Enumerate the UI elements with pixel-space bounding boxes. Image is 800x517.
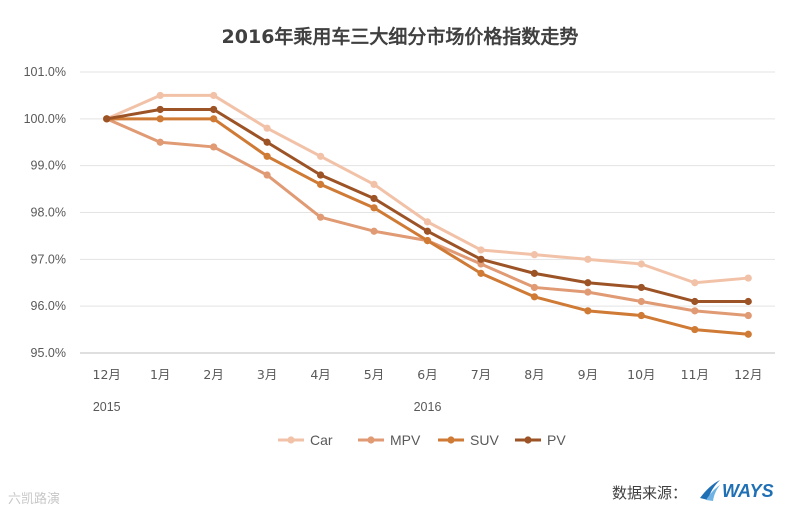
y-tick-label: 99.0%	[31, 159, 66, 173]
series-line-mpv	[105, 117, 750, 318]
legend-label: SUV	[470, 432, 499, 448]
chart-title: 2016年乘用车三大细分市场价格指数走势	[222, 25, 579, 48]
legend-marker	[524, 436, 532, 444]
data-point	[423, 218, 432, 226]
legend-item-pv: PV	[515, 432, 566, 448]
legend-label: MPV	[390, 432, 421, 448]
data-point	[316, 213, 325, 221]
data-point	[584, 307, 592, 315]
legend-label: Car	[310, 432, 333, 448]
y-tick-label: 96.0%	[31, 299, 66, 313]
data-point	[637, 311, 645, 320]
data-point	[316, 171, 325, 179]
data-point	[584, 288, 592, 296]
data-point	[530, 293, 539, 301]
legend-item-suv: SUV	[438, 432, 499, 448]
series-suv	[103, 115, 752, 338]
series-pv	[103, 105, 752, 306]
series-line-car	[105, 93, 750, 285]
legend-label: PV	[547, 432, 566, 448]
data-point	[156, 138, 164, 146]
data-point	[103, 115, 111, 123]
data-point	[691, 297, 699, 306]
y-tick-label: 100.0%	[24, 112, 66, 126]
data-point	[744, 330, 752, 338]
x-tick-label: 12月	[734, 367, 762, 382]
data-point	[263, 152, 271, 160]
data-point	[156, 91, 164, 100]
data-point	[210, 115, 218, 123]
brand-name: WAYS	[722, 481, 774, 501]
x-year-label: 2016	[414, 400, 442, 414]
data-point	[477, 255, 485, 263]
y-tick-label: 98.0%	[31, 206, 66, 220]
x-tick-label: 9月	[578, 367, 598, 382]
data-point	[691, 325, 699, 334]
x-tick-label: 10月	[627, 367, 655, 382]
series-line-pv	[105, 107, 750, 303]
x-year-label: 2015	[93, 400, 121, 414]
x-tick-label: 11月	[681, 367, 709, 382]
legend-item-car: Car	[278, 432, 333, 448]
legend-marker	[287, 436, 295, 444]
legend-marker	[367, 436, 375, 444]
x-tick-label: 4月	[310, 367, 330, 382]
data-point	[584, 279, 592, 287]
data-point	[263, 138, 271, 146]
data-point	[370, 180, 378, 188]
data-point	[210, 143, 218, 151]
ways-logo-icon	[700, 480, 720, 501]
series-car	[103, 91, 752, 287]
data-point	[477, 269, 485, 277]
data-point	[637, 260, 645, 268]
y-axis-ticks: 95.0% 96.0% 97.0% 98.0% 99.0% 100.0% 101.0%	[24, 65, 66, 360]
data-point	[370, 204, 378, 212]
x-tick-label: 8月	[524, 367, 544, 382]
data-point	[530, 269, 539, 277]
y-tick-label: 95.0%	[31, 346, 66, 360]
data-point	[584, 255, 592, 263]
legend-item-mpv: MPV	[358, 432, 421, 448]
x-tick-label: 3月	[257, 367, 277, 382]
data-point	[370, 227, 378, 235]
data-point	[744, 274, 752, 282]
data-point	[156, 115, 164, 123]
data-point	[316, 152, 325, 160]
data-point	[210, 105, 218, 114]
x-tick-label: 6月	[417, 367, 437, 382]
x-tick-label: 5月	[364, 367, 384, 382]
series-mpv	[103, 115, 752, 320]
x-tick-label: 7月	[471, 367, 491, 382]
legend-marker	[447, 436, 455, 444]
legend: Car MPV SUV PV	[278, 432, 566, 448]
data-point	[423, 227, 432, 235]
y-tick-label: 97.0%	[31, 252, 66, 266]
data-point	[263, 124, 271, 132]
data-point	[263, 171, 271, 179]
data-point	[691, 279, 699, 287]
y-tick-label: 101.0%	[24, 65, 66, 79]
data-point	[691, 307, 699, 315]
x-tick-label: 12月	[93, 367, 121, 382]
data-point	[637, 283, 645, 292]
data-point	[210, 91, 218, 100]
gridlines	[80, 71, 775, 354]
data-point	[316, 180, 325, 188]
data-point	[637, 297, 645, 306]
x-tick-label: 2月	[203, 367, 223, 382]
x-axis-ticks: 12月 1月 2月 3月 4月 5月 6月 7月 8月 9月 10月 11月 12月 2015 2016	[93, 367, 763, 414]
data-point	[744, 311, 752, 320]
series-lines	[103, 91, 752, 338]
data-point	[370, 194, 378, 203]
x-tick-label: 1月	[150, 367, 170, 382]
data-point	[156, 105, 164, 114]
data-point	[477, 246, 485, 254]
watermark: 六凯路演	[8, 492, 61, 507]
data-point	[423, 237, 432, 245]
data-point	[530, 283, 539, 292]
data-point	[744, 297, 752, 306]
data-point	[530, 251, 539, 259]
source-label: 数据来源：	[612, 484, 688, 502]
